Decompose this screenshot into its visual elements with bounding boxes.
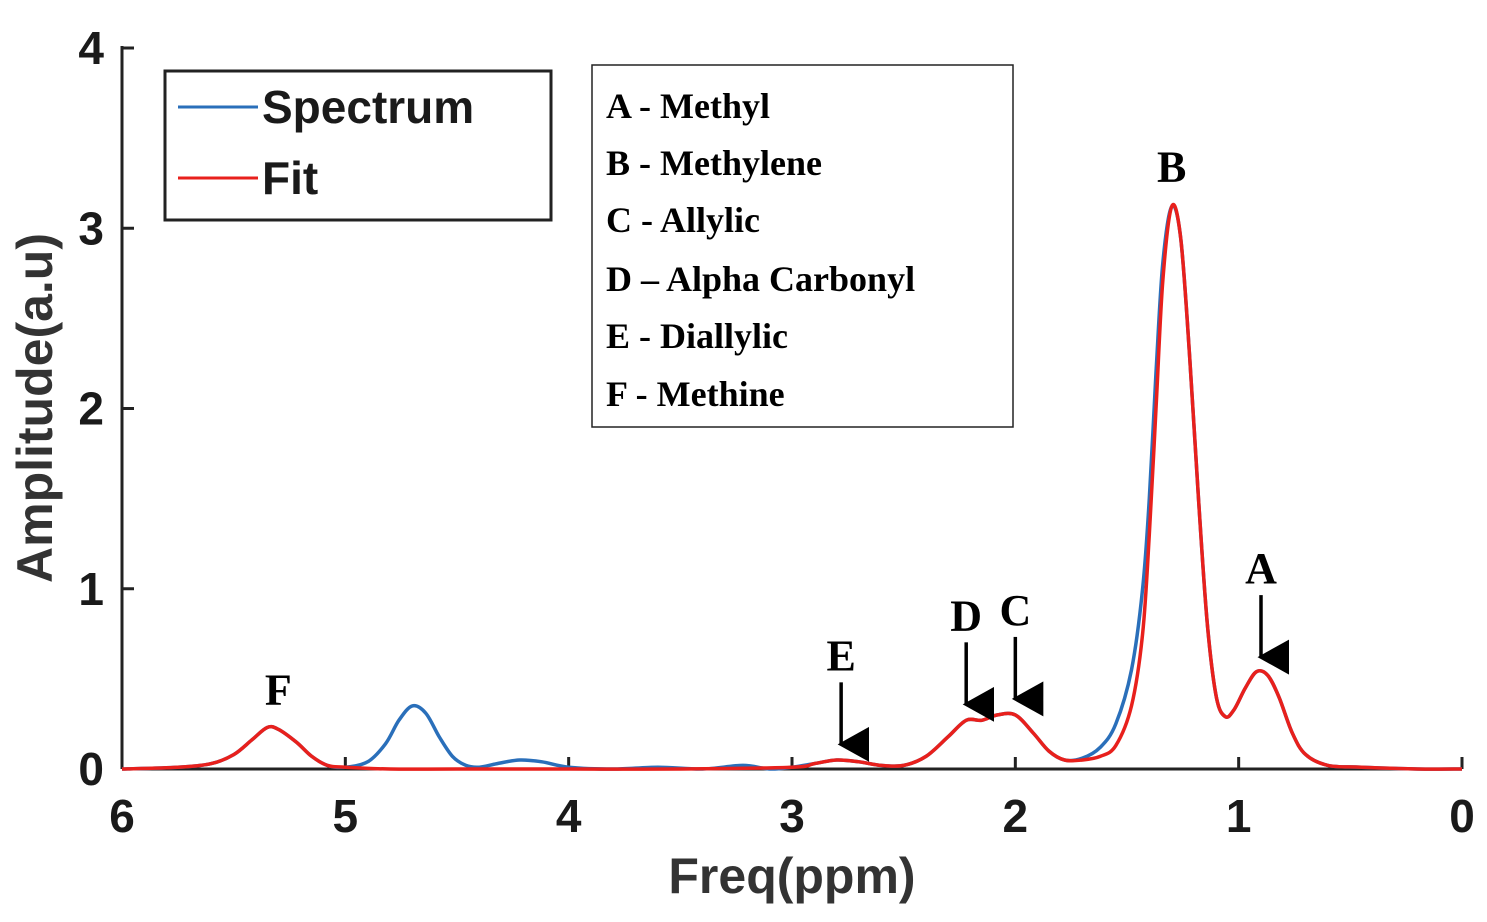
legend-label-fit: Fit bbox=[262, 152, 318, 204]
y-axis-title: Amplitude(a.u) bbox=[7, 233, 63, 583]
x-tick-label: 3 bbox=[779, 790, 805, 842]
annotation-line-b: B - Methylene bbox=[606, 143, 822, 183]
y-tick-label: 4 bbox=[78, 22, 104, 74]
annotation-line-c: C - Allylic bbox=[606, 200, 760, 240]
peak-label-a: A bbox=[1245, 544, 1277, 593]
x-tick-labels: 6 5 4 3 2 1 0 bbox=[109, 790, 1475, 842]
legend-box bbox=[163, 69, 553, 222]
peak-label-b: B bbox=[1157, 143, 1186, 192]
x-tick-label: 2 bbox=[1003, 790, 1029, 842]
annotation-line-f: F - Methine bbox=[606, 374, 785, 414]
x-axis-title: Freq(ppm) bbox=[668, 848, 915, 904]
peak-label-e: E bbox=[826, 631, 855, 680]
annotation-line-e: E - Diallylic bbox=[606, 316, 788, 356]
annotation-frame bbox=[591, 64, 1014, 428]
peak-label-f: F bbox=[265, 665, 292, 714]
peak-annotations: F E D C B A bbox=[265, 143, 1289, 762]
x-tick-label: 5 bbox=[333, 790, 359, 842]
x-tick-label: 6 bbox=[109, 790, 135, 842]
x-tick-label: 4 bbox=[556, 790, 582, 842]
peak-label-c: C bbox=[999, 586, 1031, 635]
y-tick-label: 1 bbox=[78, 563, 104, 615]
legend-label-spectrum: Spectrum bbox=[262, 81, 474, 133]
peak-label-d: D bbox=[950, 591, 982, 640]
series-lines bbox=[121, 203, 1463, 771]
y-tick-label: 0 bbox=[78, 743, 104, 795]
y-tick-labels: 0 1 2 3 4 bbox=[78, 22, 104, 795]
x-tick-label: 0 bbox=[1449, 790, 1475, 842]
annotation-line-a: A - Methyl bbox=[606, 86, 770, 126]
legend: Spectrum Fit bbox=[163, 69, 553, 222]
series-line-fit bbox=[121, 203, 1463, 771]
y-tick-label: 2 bbox=[78, 383, 104, 435]
y-tick-label: 3 bbox=[78, 202, 104, 254]
annotation-line-d: D – Alpha Carbonyl bbox=[606, 259, 915, 299]
x-tick-label: 1 bbox=[1226, 790, 1252, 842]
annotation-box: A - Methyl B - Methylene C - Allylic D –… bbox=[591, 64, 1014, 428]
